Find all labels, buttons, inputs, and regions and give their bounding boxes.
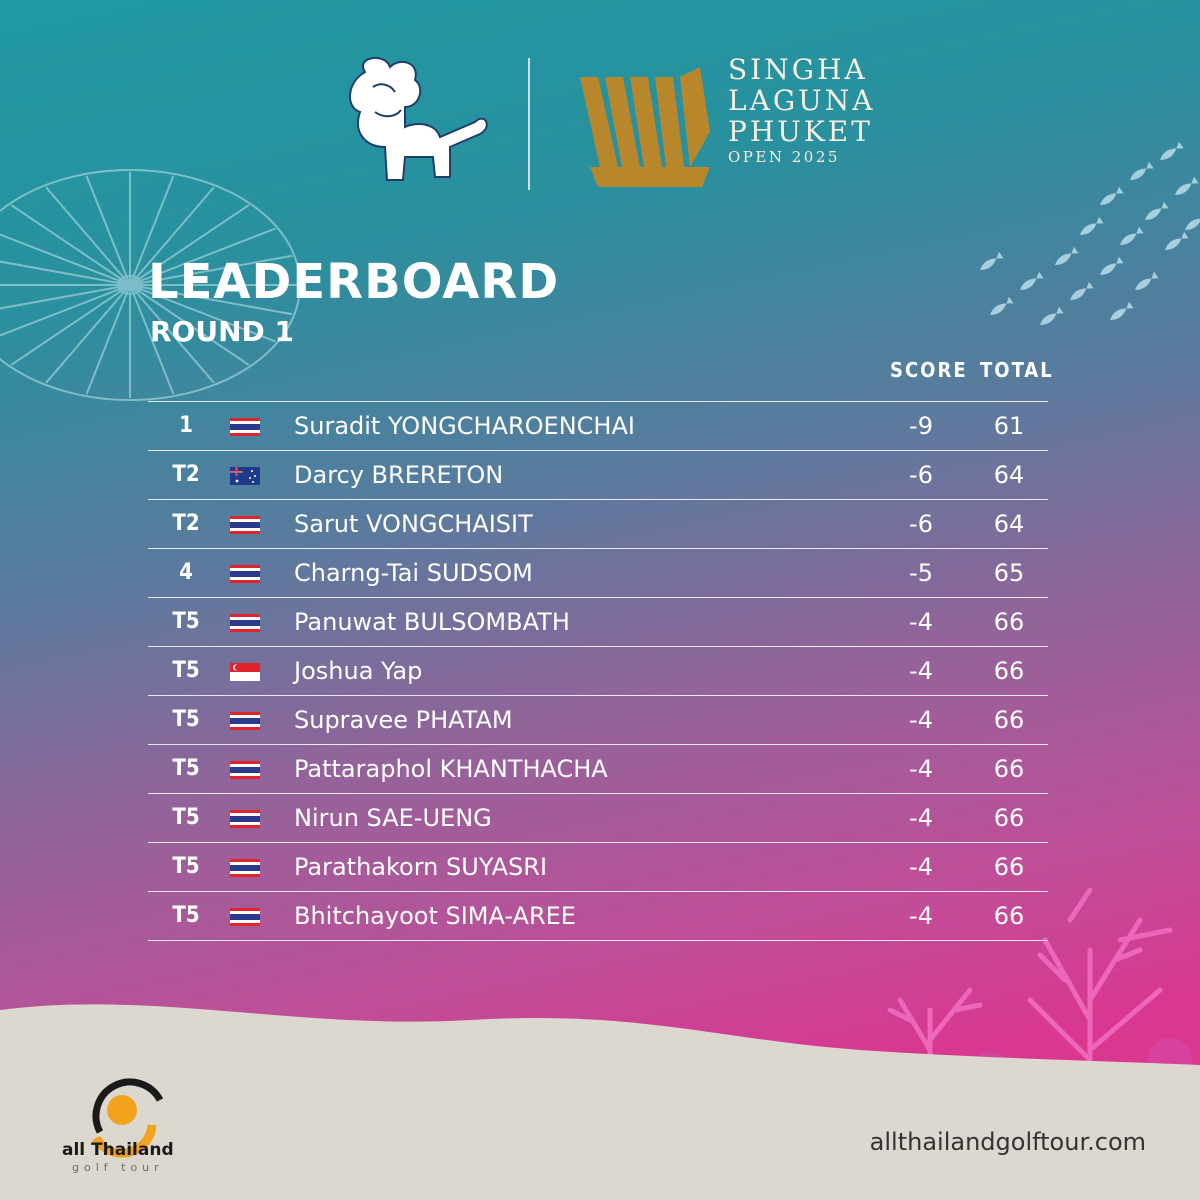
total-cell: 66 (993, 902, 1025, 930)
australia-flag-icon (230, 467, 260, 485)
score-cell: -4 (909, 657, 933, 685)
total-cell: 64 (993, 461, 1025, 489)
thailand-flag-icon (230, 516, 260, 534)
thailand-flag-icon (230, 761, 260, 779)
player-name: Supravee PHATAM (294, 706, 513, 734)
fish-school-illustration (980, 141, 1200, 325)
table-row: T2 Darcy BRERETON -6 64 (148, 451, 1048, 500)
position-cell: T5 (172, 903, 200, 928)
score-cell: -4 (909, 608, 933, 636)
thailand-flag-icon (230, 810, 260, 828)
table-row: T5 Pattaraphol KHANTHACHA -4 66 (148, 745, 1048, 794)
all-thailand-golf-tour-logo (92, 1078, 164, 1158)
total-cell: 66 (993, 853, 1025, 881)
score-cell: -6 (909, 510, 933, 538)
position-cell: T5 (172, 658, 200, 683)
score-cell: -6 (909, 461, 933, 489)
player-name: Bhitchayoot SIMA-AREE (294, 902, 576, 930)
total-cell: 61 (993, 412, 1025, 440)
position-cell: T5 (172, 805, 200, 830)
header-divider (528, 58, 530, 190)
table-row: T5 Panuwat BULSOMBATH -4 66 (148, 598, 1048, 647)
table-row: 1 Suradit YONGCHAROENCHAI -9 61 (148, 402, 1048, 451)
table-row: 4 Charng-Tai SUDSOM -5 65 (148, 549, 1048, 598)
position-cell: T5 (172, 756, 200, 781)
score-cell: -9 (909, 412, 933, 440)
event-logo-mark (580, 67, 710, 187)
total-cell: 66 (993, 657, 1025, 685)
event-subtitle: OPEN 2025 (728, 148, 840, 166)
round-label: ROUND 1 (150, 315, 295, 348)
table-row: T5 Bhitchayoot SIMA-AREE -4 66 (148, 892, 1048, 941)
score-column-header: SCORE (890, 358, 968, 382)
total-cell: 66 (993, 608, 1025, 636)
total-cell: 65 (993, 559, 1025, 587)
website-url[interactable]: allthailandgolftour.com (869, 1128, 1146, 1156)
singapore-flag-icon (230, 663, 260, 681)
lotus-leaf-illustration (0, 169, 301, 401)
event-title-line: PHUKET (728, 115, 873, 148)
leaderboard-table: 1 Suradit YONGCHAROENCHAI -9 61 T2 Darcy BRER… (148, 401, 1048, 941)
score-cell: -4 (909, 902, 933, 930)
total-cell: 66 (993, 706, 1025, 734)
table-row: T5 Supravee PHATAM -4 66 (148, 696, 1048, 745)
thailand-flag-icon (230, 908, 260, 926)
table-row: T2 Sarut VONGCHAISIT -6 64 (148, 500, 1048, 549)
total-column-header: TOTAL (980, 358, 1054, 382)
score-cell: -4 (909, 755, 933, 783)
thailand-flag-icon (230, 712, 260, 730)
position-cell: T5 (172, 609, 200, 634)
player-name: Joshua Yap (294, 657, 423, 685)
player-name: Charng-Tai SUDSOM (294, 559, 533, 587)
thailand-flag-icon (230, 418, 260, 436)
score-cell: -4 (909, 804, 933, 832)
tour-name: all Thailand (62, 1140, 174, 1160)
thailand-flag-icon (230, 614, 260, 632)
table-row: T5 Parathakorn SUYASRI -4 66 (148, 843, 1048, 892)
singha-lion-logo (349, 56, 488, 181)
player-name: Panuwat BULSOMBATH (294, 608, 570, 636)
player-name: Suradit YONGCHAROENCHAI (294, 412, 635, 440)
table-row: T5 Nirun SAE-UENG -4 66 (148, 794, 1048, 843)
event-title: SINGHA LAGUNA PHUKET OPEN 2025 (728, 54, 876, 166)
total-cell: 66 (993, 804, 1025, 832)
position-cell: T5 (172, 707, 200, 732)
event-title-line: SINGHA (728, 53, 868, 86)
thailand-flag-icon (230, 859, 260, 877)
player-name: Sarut VONGCHAISIT (294, 510, 533, 538)
player-name: Darcy BRERETON (294, 461, 504, 489)
position-cell: 1 (179, 413, 193, 438)
position-cell: T2 (172, 462, 200, 487)
position-cell: 4 (179, 560, 193, 585)
position-cell: T5 (172, 854, 200, 879)
player-name: Parathakorn SUYASRI (294, 853, 548, 881)
player-name: Pattaraphol KHANTHACHA (294, 755, 608, 783)
player-name: Nirun SAE-UENG (294, 804, 492, 832)
score-cell: -4 (909, 853, 933, 881)
total-cell: 64 (993, 510, 1025, 538)
score-cell: -5 (909, 559, 933, 587)
table-row: T5 Joshua Yap -4 66 (148, 647, 1048, 696)
score-cell: -4 (909, 706, 933, 734)
tour-subtitle: golf tour (72, 1161, 164, 1174)
total-cell: 66 (993, 755, 1025, 783)
position-cell: T2 (172, 511, 200, 536)
thailand-flag-icon (230, 565, 260, 583)
page-title: LEADERBOARD (148, 254, 560, 310)
event-title-line: LAGUNA (728, 84, 876, 117)
